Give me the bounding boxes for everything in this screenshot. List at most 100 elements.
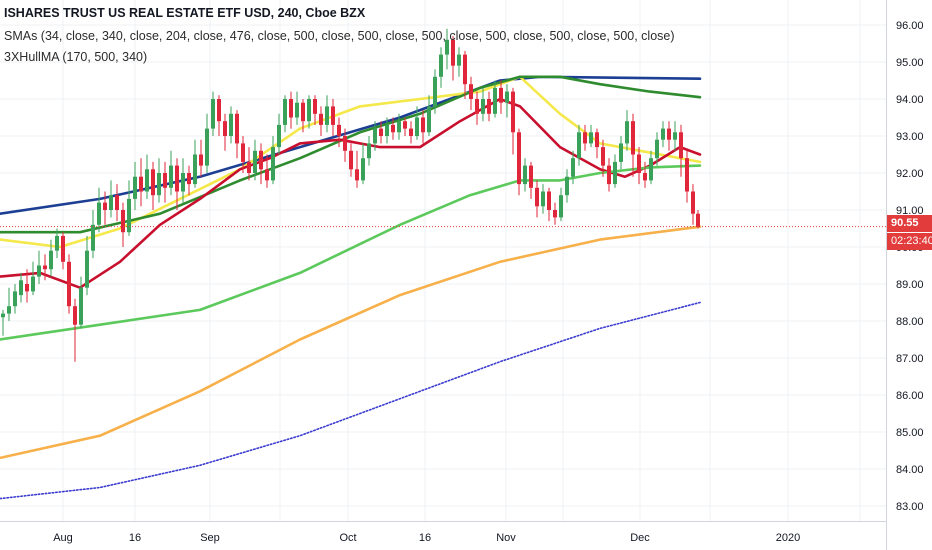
candle xyxy=(331,99,335,136)
candle xyxy=(475,91,479,125)
candle xyxy=(409,121,413,144)
candle xyxy=(19,272,23,303)
candle xyxy=(61,232,65,270)
time-tick-label: 16 xyxy=(129,532,141,544)
price-tick-label: 96.00 xyxy=(896,20,924,32)
last-price-tag: 90.55 xyxy=(887,215,932,232)
candle xyxy=(445,28,449,70)
candle xyxy=(121,202,125,247)
candle xyxy=(229,106,233,144)
candle xyxy=(607,158,611,192)
candle xyxy=(601,139,605,177)
sma-legend[interactable]: SMAs (34, close, 340, close, 204, close,… xyxy=(4,29,675,43)
candle xyxy=(145,154,149,199)
price-tick-label: 85.00 xyxy=(896,427,924,439)
candle xyxy=(571,150,575,185)
candle xyxy=(469,76,473,111)
candle xyxy=(337,117,341,148)
candle xyxy=(625,110,629,151)
candle xyxy=(343,128,347,162)
bar-countdown-tag: 02:23:40 xyxy=(887,233,932,250)
candle xyxy=(91,210,95,259)
candle xyxy=(463,50,467,99)
ma-series-line-2 xyxy=(0,75,702,234)
candle xyxy=(187,165,191,196)
candle xyxy=(85,235,89,296)
candle xyxy=(637,147,641,185)
candle xyxy=(205,113,209,173)
time-axis[interactable]: Aug 16 Sep Oct 16 Nov Dec 2020 xyxy=(53,532,800,544)
price-tick-label: 88.00 xyxy=(896,316,924,328)
candle xyxy=(223,113,227,151)
price-tick-label: 93.00 xyxy=(896,131,924,143)
candle xyxy=(655,132,659,166)
candle xyxy=(49,239,53,277)
candle xyxy=(139,158,143,207)
candle xyxy=(595,128,599,159)
candle xyxy=(487,91,491,122)
candle xyxy=(385,117,389,144)
candle xyxy=(589,124,593,148)
candle xyxy=(289,91,293,129)
candle xyxy=(73,298,77,362)
candle xyxy=(241,136,245,173)
price-tick-label: 84.00 xyxy=(896,464,924,476)
candle xyxy=(169,150,173,196)
time-tick-label: Dec xyxy=(630,532,650,544)
time-tick-label: 2020 xyxy=(776,532,800,544)
candlesticks xyxy=(1,28,700,362)
candle xyxy=(457,47,461,77)
price-tick-label: 95.00 xyxy=(896,57,924,69)
candle xyxy=(547,187,551,222)
hull-ma-legend[interactable]: 3XHullMA (170, 500, 340) xyxy=(4,50,148,64)
candle xyxy=(379,121,383,144)
candle xyxy=(523,158,527,192)
candle xyxy=(391,117,395,140)
candle xyxy=(31,261,35,296)
candle xyxy=(361,143,365,185)
candle xyxy=(619,136,623,170)
price-tick-label: 89.00 xyxy=(896,279,924,291)
candle xyxy=(253,139,257,181)
candle xyxy=(127,180,131,236)
candle xyxy=(667,121,671,151)
candle xyxy=(67,254,71,314)
time-tick-label: Sep xyxy=(200,532,220,544)
candle xyxy=(175,158,179,210)
candle xyxy=(283,95,287,133)
time-tick-label: Aug xyxy=(53,532,73,544)
candle xyxy=(25,269,29,303)
candle xyxy=(673,121,677,151)
price-tick-label: 94.00 xyxy=(896,94,924,106)
candle xyxy=(511,87,515,155)
candle xyxy=(661,121,665,148)
candle xyxy=(649,150,653,185)
candle xyxy=(295,91,299,125)
candle xyxy=(115,184,119,222)
candle xyxy=(181,158,185,203)
candle xyxy=(1,309,5,336)
candle xyxy=(541,184,545,214)
candle xyxy=(235,110,239,159)
candle xyxy=(55,228,59,259)
candle xyxy=(373,121,377,151)
candle xyxy=(559,187,563,222)
price-axis[interactable]: 96.0095.0094.0093.0092.0091.0090.0089.00… xyxy=(896,20,924,513)
candle xyxy=(433,69,437,114)
candle xyxy=(193,139,197,188)
candle xyxy=(421,110,425,144)
candle xyxy=(319,106,323,136)
candle xyxy=(37,250,41,284)
candle xyxy=(613,154,617,188)
candle xyxy=(505,84,509,118)
price-tick-label: 91.00 xyxy=(896,205,924,217)
candle xyxy=(349,143,353,177)
candle xyxy=(325,95,329,133)
candle xyxy=(301,99,305,133)
chart-title: ISHARES TRUST US REAL ESTATE ETF USD, 24… xyxy=(4,6,366,20)
price-tick-label: 87.00 xyxy=(896,353,924,365)
candle xyxy=(439,47,443,88)
candle xyxy=(7,287,11,321)
ma-series-line-5 xyxy=(0,225,702,460)
